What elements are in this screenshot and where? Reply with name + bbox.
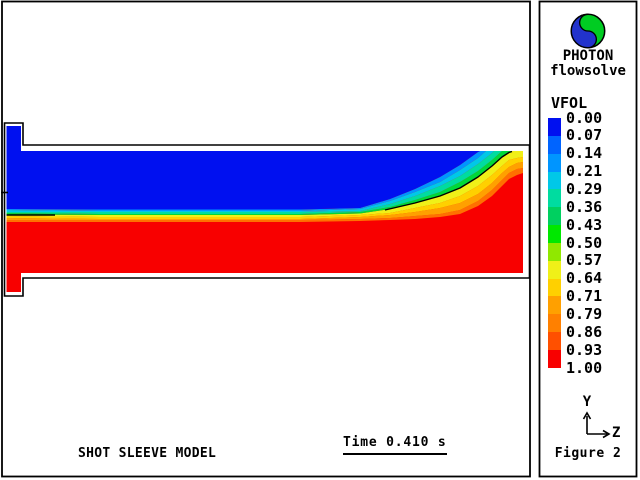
legend-chip [548, 332, 561, 350]
legend-chip [548, 296, 561, 315]
legend-tick-label: 0.71 [566, 287, 603, 306]
legend-chip [548, 278, 561, 297]
air-region [6, 126, 480, 210]
legend-tick-label: 0.50 [566, 233, 603, 252]
legend-chip [548, 118, 561, 136]
sleeve-outline [3, 122, 531, 297]
legend-chip [548, 260, 561, 279]
legend-chip [548, 189, 561, 208]
legend-chip [548, 153, 561, 172]
legend-chip [548, 171, 561, 190]
model-title: SHOT SLEEVE MODEL [78, 446, 217, 461]
legend-tick-label: 0.36 [566, 197, 603, 216]
colorbar [548, 118, 561, 368]
legend-tick-label: 0.86 [566, 322, 603, 341]
legend-tick-label: 1.00 [566, 358, 603, 377]
interface-contour-line [6, 150, 513, 216]
axis-up-label: Y [582, 394, 592, 410]
legend-tick-label: 0.21 [566, 162, 603, 181]
legend-tick-label: 0.93 [566, 340, 603, 359]
product-name: flowsolve [550, 63, 626, 79]
legend-chip [548, 207, 561, 226]
legend-tick-label: 0.43 [566, 215, 603, 234]
time-stamp: Time 0.410 s [343, 435, 447, 455]
legend-chip [548, 314, 561, 333]
legend-chip [548, 242, 561, 261]
photon-logo-icon [570, 13, 606, 49]
legend-tick-label: 0.14 [566, 144, 603, 163]
legend-tick-label: 0.29 [566, 179, 603, 198]
legend-title: VFOL [551, 94, 588, 112]
legend-tick-label: 0.79 [566, 304, 603, 323]
legend-tick-label: 0.57 [566, 251, 603, 270]
legend-tick-label: 0.07 [566, 126, 603, 145]
legend-chip [548, 225, 561, 243]
legend-tick-label: 0.00 [566, 108, 603, 127]
legend-chip [548, 349, 561, 368]
legend-tick-labels: 0.00 0.07 0.14 0.21 0.29 0.36 0.43 0.50 0.57 0.64… [566, 0, 614, 480]
axis-orientation-icon [582, 411, 611, 439]
axis-right-label: Z [612, 425, 621, 441]
legend-chip [548, 135, 561, 154]
legend-tick-label: 0.64 [566, 269, 603, 288]
figure-number: Figure 2 [554, 446, 622, 461]
brand-name: PHOTON [562, 48, 614, 64]
